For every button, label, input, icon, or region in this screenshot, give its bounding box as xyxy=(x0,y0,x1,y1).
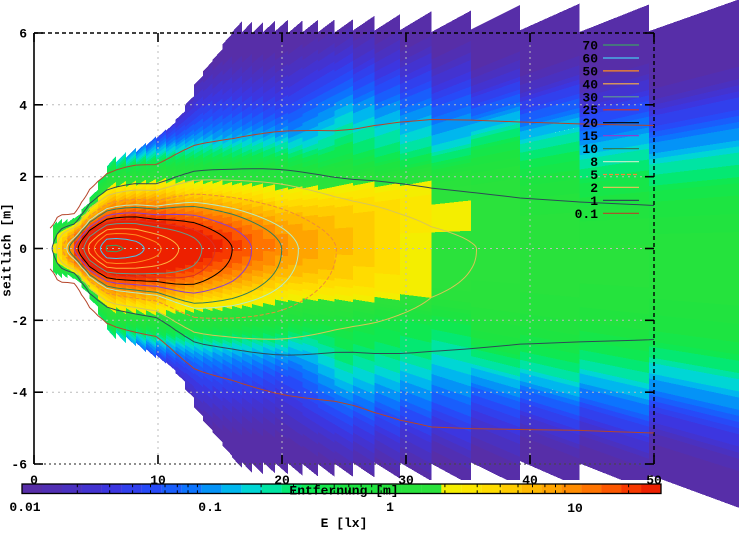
svg-text:2: 2 xyxy=(590,181,598,196)
svg-text:70: 70 xyxy=(582,39,598,54)
svg-text:5: 5 xyxy=(590,168,598,183)
svg-text:10: 10 xyxy=(582,142,598,157)
svg-text:30: 30 xyxy=(582,90,598,105)
svg-text:Entfernung [m]: Entfernung [m] xyxy=(289,484,398,499)
svg-text:20: 20 xyxy=(274,473,290,488)
svg-text:-6: -6 xyxy=(11,458,27,473)
svg-text:8: 8 xyxy=(590,155,598,170)
svg-text:1: 1 xyxy=(590,194,598,209)
svg-text:50: 50 xyxy=(646,473,662,488)
svg-text:4: 4 xyxy=(19,98,27,113)
svg-text:-2: -2 xyxy=(11,314,27,329)
svg-text:-4: -4 xyxy=(11,386,27,401)
svg-text:0.1: 0.1 xyxy=(575,207,599,222)
svg-text:seitlich [m]: seitlich [m] xyxy=(0,203,15,297)
svg-text:0.1: 0.1 xyxy=(198,500,222,515)
svg-text:40: 40 xyxy=(582,77,598,92)
svg-text:25: 25 xyxy=(582,103,598,118)
svg-text:1: 1 xyxy=(386,500,394,515)
svg-text:E [lx]: E [lx] xyxy=(321,516,368,531)
svg-text:40: 40 xyxy=(522,473,538,488)
svg-text:6: 6 xyxy=(19,27,27,42)
svg-text:0.01: 0.01 xyxy=(9,500,40,515)
svg-text:10: 10 xyxy=(150,473,166,488)
svg-text:10: 10 xyxy=(567,501,583,516)
svg-text:60: 60 xyxy=(582,52,598,67)
svg-text:0: 0 xyxy=(30,473,38,488)
svg-text:20: 20 xyxy=(582,116,598,131)
svg-text:50: 50 xyxy=(582,64,598,79)
svg-text:2: 2 xyxy=(19,170,27,185)
svg-text:15: 15 xyxy=(582,129,598,144)
svg-text:0: 0 xyxy=(19,242,27,257)
svg-text:30: 30 xyxy=(398,473,414,488)
